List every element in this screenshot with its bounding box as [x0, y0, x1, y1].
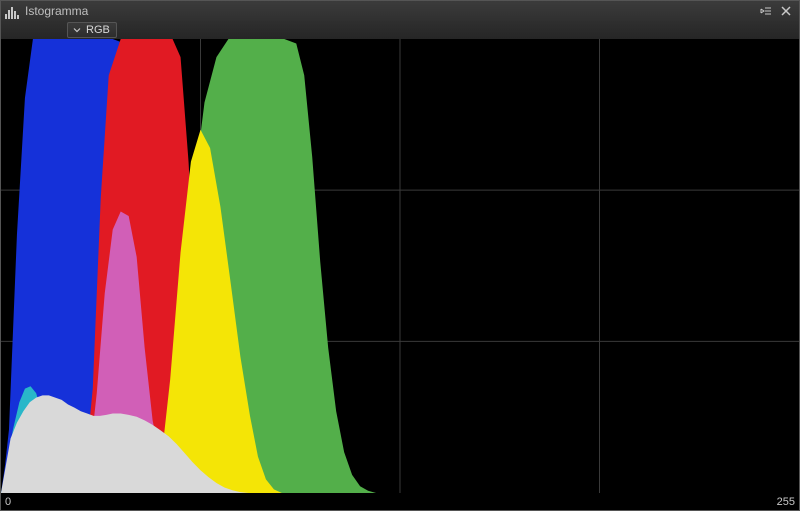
close-icon[interactable] [779, 4, 793, 18]
channel-dropdown[interactable]: RGB [67, 22, 117, 38]
x-axis-max-label: 255 [777, 496, 795, 508]
x-axis-min-label: 0 [5, 496, 11, 508]
histogram-plot [1, 39, 799, 493]
panel-menu-icon[interactable] [759, 4, 773, 18]
titlebar: Istogramma [1, 1, 799, 21]
histogram-icon [5, 3, 21, 19]
x-axis: 0 255 [1, 494, 799, 510]
panel-title: Istogramma [25, 4, 759, 18]
chevron-down-icon [72, 25, 82, 35]
channel-dropdown-label: RGB [86, 24, 110, 36]
histogram-panel: Istogramma RGB [0, 0, 800, 511]
toolbar: RGB [1, 21, 799, 39]
